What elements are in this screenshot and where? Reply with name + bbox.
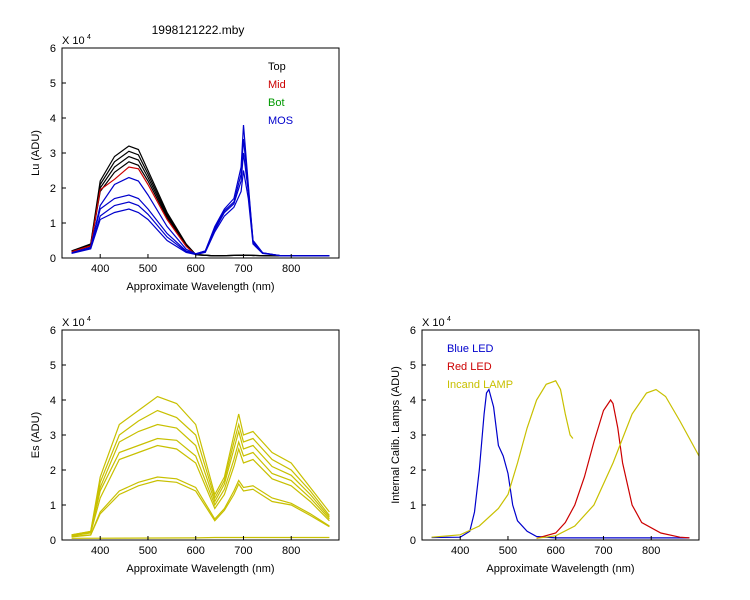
lu-legend-mos: MOS xyxy=(268,115,293,127)
lamps-exponent-power: 4 xyxy=(447,316,451,323)
lu-ytick-label: 5 xyxy=(50,78,56,90)
es-ylabel: Es (ADU) xyxy=(30,412,42,458)
es-ytick-label: 1 xyxy=(50,500,56,512)
es-ytick-label: 0 xyxy=(50,535,56,547)
lu-exponent-label: X 10 xyxy=(62,35,85,47)
lamps-ytick-label: 5 xyxy=(410,360,416,372)
es-xtick-label: 500 xyxy=(139,545,157,557)
es-xlabel: Approximate Wavelength (nm) xyxy=(126,563,274,575)
lu-xtick-label: 500 xyxy=(139,263,157,275)
lu-legend-bot: Bot xyxy=(268,97,285,109)
lu-xtick-label: 700 xyxy=(234,263,252,275)
lamps-xtick-label: 600 xyxy=(547,545,565,557)
es-series-group xyxy=(71,395,330,539)
es-xtick-label: 400 xyxy=(91,545,109,557)
lamps-ytick-label: 1 xyxy=(410,500,416,512)
lamps-legend-red-led: Red LED xyxy=(447,361,492,373)
es-exponent-label: X 10 xyxy=(62,317,85,329)
lu-ylabel: Lu (ADU) xyxy=(30,130,42,176)
figure-title: 1998121222.mby xyxy=(152,23,245,37)
lamps-series-line-0 xyxy=(431,388,690,539)
lamps-exponent-label: X 10 xyxy=(422,317,445,329)
lu-series-line-8 xyxy=(71,170,330,257)
lamps-ytick-label: 4 xyxy=(410,395,416,407)
lamps-xtick-label: 800 xyxy=(642,545,660,557)
lu-xtick-label: 800 xyxy=(282,263,300,275)
lu-series-line-6 xyxy=(71,138,330,257)
lu-legend-mid: Mid xyxy=(268,79,286,91)
es-xtick-label: 800 xyxy=(282,545,300,557)
es-series-line-7 xyxy=(71,536,330,539)
lu-xtick-label: 600 xyxy=(187,263,205,275)
lamps-ytick-label: 3 xyxy=(410,430,416,442)
lamps-xtick-label: 500 xyxy=(499,545,517,557)
lamps-ylabel: Internal Calib. Lamps (ADU) xyxy=(390,366,402,504)
es-ytick-label: 3 xyxy=(50,430,56,442)
lamps-xtick-label: 400 xyxy=(451,545,469,557)
lu-ytick-label: 6 xyxy=(50,43,56,55)
es-exponent-power: 4 xyxy=(87,316,91,323)
es-series-line-2 xyxy=(71,423,330,536)
lu-series-line-2 xyxy=(71,155,330,257)
lamps-series-line-1 xyxy=(536,398,690,539)
lu-plot-frame xyxy=(61,47,340,259)
lu-xtick-label: 400 xyxy=(91,263,109,275)
es-series-line-3 xyxy=(71,437,330,537)
lu-exponent-power: 4 xyxy=(87,34,91,41)
lamps-series-line-2 xyxy=(431,380,574,538)
lu-series-line-4 xyxy=(71,166,197,256)
es-ytick-label: 4 xyxy=(50,395,56,407)
lu-xlabel: Approximate Wavelength (nm) xyxy=(126,281,274,293)
es-series-line-1 xyxy=(71,409,330,536)
lamps-series-line-3 xyxy=(536,388,699,539)
lamps-legend-blue-led: Blue LED xyxy=(447,343,494,355)
lamps-series-group xyxy=(431,380,699,539)
es-ytick-label: 5 xyxy=(50,360,56,372)
es-xtick-label: 600 xyxy=(187,545,205,557)
lamps-ytick-label: 6 xyxy=(410,325,416,337)
lu-series-group xyxy=(71,124,330,257)
lamps-ytick-label: 2 xyxy=(410,465,416,477)
lu-ytick-label: 0 xyxy=(50,253,56,265)
es-series-line-5 xyxy=(71,476,330,538)
lu-series-line-1 xyxy=(71,150,330,257)
es-series-line-6 xyxy=(71,479,330,538)
lu-ytick-label: 3 xyxy=(50,148,56,160)
es-xtick-label: 700 xyxy=(234,545,252,557)
es-ytick-label: 6 xyxy=(50,325,56,337)
lu-ytick-label: 2 xyxy=(50,183,56,195)
lu-legend-top: Top xyxy=(268,61,286,73)
lu-ytick-label: 4 xyxy=(50,113,56,125)
lu-ytick-label: 1 xyxy=(50,218,56,230)
lamps-xtick-label: 700 xyxy=(594,545,612,557)
es-ytick-label: 2 xyxy=(50,465,56,477)
lamps-legend-incand-lamp: Incand LAMP xyxy=(447,379,513,391)
es-series-line-4 xyxy=(71,444,330,537)
es-series-line-0 xyxy=(71,395,330,536)
lamps-xlabel: Approximate Wavelength (nm) xyxy=(486,563,634,575)
lamps-ytick-label: 0 xyxy=(410,535,416,547)
